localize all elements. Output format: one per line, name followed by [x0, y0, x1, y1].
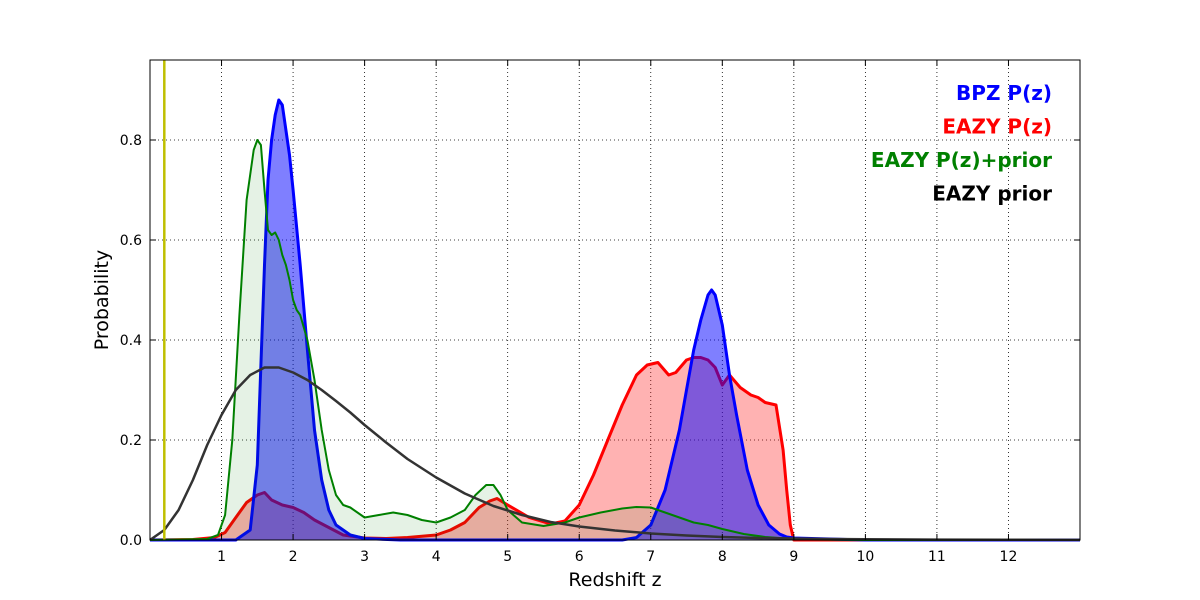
x-tick-label: 12 [1000, 549, 1018, 565]
legend-label: EAZY P(z) [942, 115, 1052, 139]
eazy-prior-line [149, 366, 1081, 542]
y-axis-label: Probability [91, 250, 113, 350]
eazy-p-z-prior-line [149, 139, 1080, 541]
x-tick-label: 5 [503, 549, 512, 565]
x-tick-label: 3 [360, 549, 369, 565]
x-tick-label: 9 [789, 549, 798, 565]
x-axis-label: Redshift z [568, 569, 661, 591]
x-tick-label: 8 [718, 549, 727, 565]
y-tick-label: 0.4 [120, 333, 142, 349]
y-tick-label: 0.0 [120, 533, 142, 549]
x-tick-label: 7 [646, 549, 655, 565]
x-tick-label: 6 [575, 549, 584, 565]
tick-labels: 1 2 3 4 5 6 7 8 9 10 11 120.00.20.40.60.8 [120, 133, 1018, 565]
series-layer [149, 98, 1081, 542]
y-tick-label: 0.2 [120, 433, 142, 449]
plot-frame [149, 59, 1081, 541]
legend-label: EAZY P(z)+prior [871, 148, 1052, 172]
legend: BPZ P(z) EAZY P(z) EAZY P(z)+prior EAZY pri… [871, 81, 1052, 206]
eazy-p-z-fill [150, 357, 1080, 540]
grid-lines [150, 60, 1080, 540]
y-tick-label: 0.6 [120, 233, 142, 249]
eazy-p-z-prior-fill [150, 140, 1080, 540]
x-tick-label: 11 [928, 549, 946, 565]
x-tick-label: 2 [289, 549, 298, 565]
x-tick-label: 1 [217, 549, 226, 565]
legend-label: BPZ P(z) [956, 81, 1052, 105]
x-tick-label: 4 [432, 549, 441, 565]
x-tick-label: 10 [856, 549, 874, 565]
axis-ticks [150, 60, 1080, 541]
y-tick-label: 0.8 [120, 133, 142, 149]
legend-label: EAZY prior [932, 182, 1052, 206]
